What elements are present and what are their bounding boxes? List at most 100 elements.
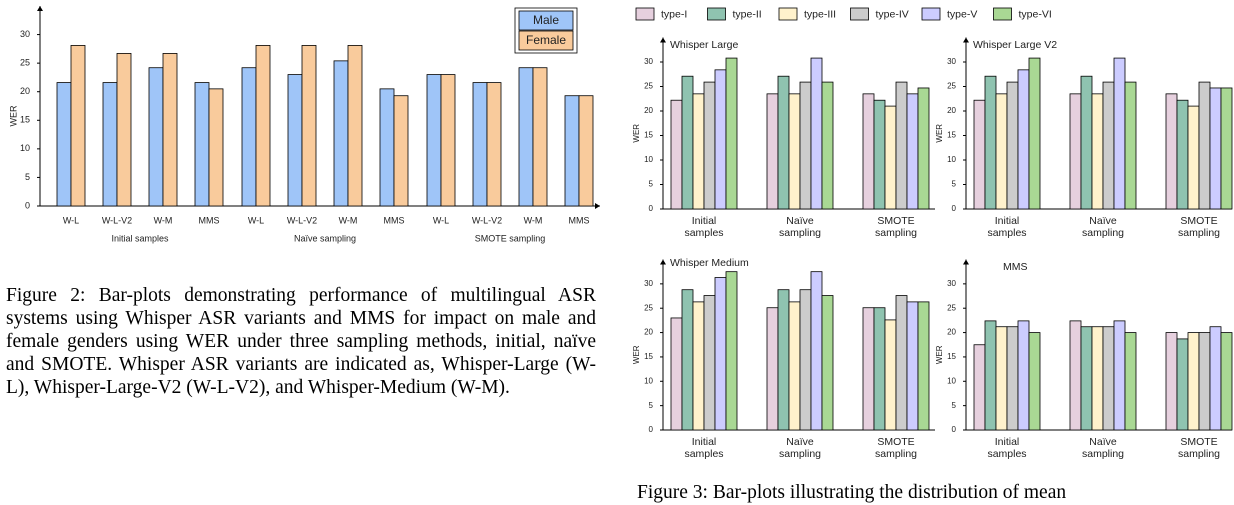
x-tick-label: SMOTE sampling	[1178, 215, 1220, 239]
x-tick-label: Naïve sampling	[779, 436, 821, 460]
x-tick-label: W-M	[339, 215, 358, 225]
bar	[821, 295, 834, 431]
bar	[1102, 326, 1115, 431]
bar	[393, 95, 409, 207]
x-tick-label-line: SMOTE	[1180, 436, 1217, 448]
bar	[917, 87, 930, 210]
x-tick-label: Initial samples	[684, 436, 723, 460]
y-tick-label: 30	[644, 57, 653, 66]
x-tick-label: Initial samples	[987, 215, 1026, 239]
x-tick-label-line: sampling	[779, 448, 821, 460]
y-tick-label: 0	[649, 204, 654, 213]
y-tick-label: 25	[947, 303, 956, 312]
bar	[578, 95, 594, 207]
x-tick-label-line: sampling	[1082, 227, 1124, 239]
x-tick-label-line: SMOTE	[1180, 215, 1217, 227]
bar	[1091, 93, 1104, 210]
bar	[799, 289, 812, 431]
y-tick-label: 15	[947, 131, 956, 140]
y-tick-label: 15	[644, 131, 653, 140]
bar	[788, 93, 801, 210]
legend-swatch	[921, 7, 941, 21]
chart-title: Whisper Large V2	[973, 39, 1057, 51]
x-tick-label: W-L	[248, 215, 264, 225]
bar	[1080, 75, 1093, 210]
bar	[1091, 326, 1104, 431]
bar	[1198, 81, 1211, 210]
y-axis-arrow	[660, 37, 666, 43]
y-tick-label: 25	[20, 58, 30, 68]
y-axis-arrow	[660, 259, 666, 265]
bar	[821, 81, 834, 210]
bar	[703, 81, 716, 210]
x-tick-label: Naïve sampling	[1082, 215, 1124, 239]
x-axis-arrow	[595, 203, 600, 209]
bar	[518, 67, 534, 207]
y-tick-label: 30	[947, 57, 956, 66]
bar	[681, 75, 694, 210]
legend-label: type-I	[661, 8, 687, 20]
x-tick-label-line: Naïve	[786, 215, 814, 227]
y-tick-label: 30	[947, 279, 956, 288]
x-tick-label: MMS	[384, 215, 405, 225]
x-tick-label: Initial samples	[684, 215, 723, 239]
bar	[1102, 81, 1115, 210]
x-tick-label-line: sampling	[1082, 448, 1124, 460]
x-tick-label-line: sampling	[1178, 227, 1220, 239]
bar	[70, 45, 86, 207]
y-tick-label: 15	[644, 352, 653, 361]
x-tick-label-line: Initial	[692, 215, 717, 227]
y-tick-label: 0	[25, 200, 30, 210]
bar	[564, 95, 580, 207]
bar	[486, 82, 502, 207]
y-tick-label: 5	[25, 172, 30, 182]
bar	[810, 57, 823, 210]
x-tick-label: W-M	[524, 215, 543, 225]
bar	[670, 317, 683, 431]
bar	[895, 81, 908, 210]
bar	[995, 93, 1008, 210]
y-tick-label: 10	[947, 376, 956, 385]
x-tick-label-line: SMOTE	[877, 436, 914, 448]
bar	[1028, 332, 1041, 431]
bar	[725, 271, 738, 431]
x-tick-label-line: samples	[684, 448, 723, 460]
x-tick-label: Naïve sampling	[779, 215, 821, 239]
bar	[1006, 326, 1019, 431]
y-tick-label: 0	[649, 425, 654, 434]
chart-title: MMS	[1003, 261, 1028, 273]
figure-3-caption: Figure 3: Bar-plots illustrating the dis…	[637, 482, 1067, 503]
x-tick-label: W-M	[154, 215, 173, 225]
y-axis-label: WER	[8, 105, 18, 126]
chart-title: Whisper Medium	[670, 257, 749, 269]
legend-label: type-IV	[876, 8, 909, 20]
bar	[333, 60, 349, 207]
bar	[917, 301, 930, 431]
bar	[862, 93, 875, 210]
x-tick-label: W-L-V2	[102, 215, 132, 225]
x-tick-label-line: samples	[987, 448, 1026, 460]
bar	[440, 74, 456, 207]
y-tick-label: 25	[644, 303, 653, 312]
bar	[1006, 81, 1019, 210]
bar	[194, 82, 210, 207]
y-tick-label: 10	[947, 155, 956, 164]
bar	[241, 67, 257, 207]
bar	[973, 99, 986, 210]
bar	[379, 88, 395, 207]
bar	[799, 81, 812, 210]
bar	[56, 82, 72, 207]
x-tick-label-line: sampling	[875, 227, 917, 239]
bar	[102, 82, 118, 207]
legend-label: Female	[526, 33, 566, 47]
bar	[1080, 326, 1093, 431]
bar	[1017, 320, 1030, 431]
y-tick-label: 5	[649, 401, 654, 410]
legend-label: type-V	[947, 8, 977, 20]
bar	[1220, 332, 1233, 431]
bar	[347, 45, 363, 207]
x-tick-label-line: Naïve	[1089, 215, 1117, 227]
y-tick-label: 10	[644, 155, 653, 164]
legend-swatch	[635, 7, 655, 21]
y-tick-label: 10	[20, 143, 30, 153]
